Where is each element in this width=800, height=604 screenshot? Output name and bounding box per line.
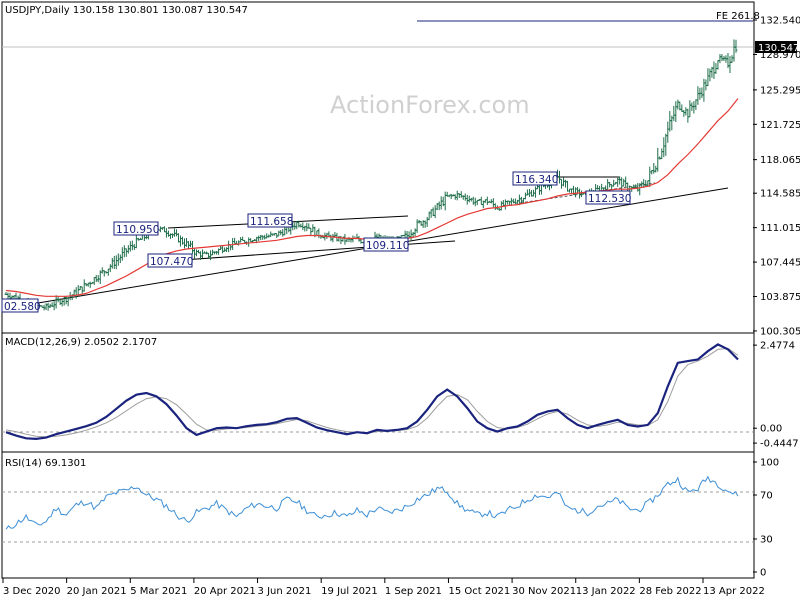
time-tick-label: 3 Dec 2020 bbox=[3, 586, 61, 597]
time-tick-label: 28 Feb 2022 bbox=[639, 586, 701, 597]
macd-header: MACD(12,26,9) 2.0502 2.1707 bbox=[5, 337, 157, 348]
label-low-102-text: 02.580 bbox=[4, 301, 41, 313]
rsi-header: RSI(14) 69.1301 bbox=[5, 458, 86, 469]
label-low-107: 107.470 bbox=[148, 254, 193, 268]
rsi-tick-label: 70 bbox=[760, 491, 773, 502]
time-tick-label: 13 Apr 2022 bbox=[703, 586, 765, 597]
time-tick-label: 20 Jan 2021 bbox=[67, 586, 127, 597]
price-axis: 132.540128.970125.295121.725118.065114.5… bbox=[753, 16, 800, 338]
label-high-111: 111.658 bbox=[248, 214, 293, 228]
rsi-panel-frame bbox=[2, 452, 754, 578]
label-low-109-text: 109.110 bbox=[366, 240, 409, 252]
label-high-116-text: 116.340 bbox=[515, 174, 558, 186]
macd-tick-label: -0.4447 bbox=[760, 439, 799, 450]
time-tick-label: 3 Jun 2021 bbox=[258, 586, 312, 597]
label-low-109: 109.110 bbox=[364, 238, 409, 252]
label-low-113-text: 112.530 bbox=[588, 193, 631, 205]
rsi-tick-label: 0 bbox=[760, 568, 766, 579]
price-tick-label: 132.540 bbox=[760, 16, 800, 27]
macd-axis: 2.4774 0.00 -0.4447 bbox=[753, 341, 799, 450]
time-tick-label: 20 Apr 2021 bbox=[194, 586, 256, 597]
time-tick-label: 30 Nov 2021 bbox=[512, 586, 576, 597]
price-tick-label: 114.585 bbox=[760, 189, 800, 200]
macd-tick-label: 2.4774 bbox=[760, 341, 795, 352]
rsi-tick-label: 30 bbox=[760, 535, 773, 546]
time-tick-label: 15 Oct 2021 bbox=[448, 586, 510, 597]
rsi-tick-label: 100 bbox=[760, 458, 779, 469]
price-tick-label: 107.445 bbox=[760, 258, 800, 269]
time-tick-label: 5 Mar 2021 bbox=[130, 586, 187, 597]
macd-panel-frame bbox=[2, 333, 754, 452]
label-high-110-text: 110.950 bbox=[116, 224, 159, 236]
label-high-116: 116.340 bbox=[513, 172, 558, 186]
label-high-111-text: 111.658 bbox=[250, 216, 293, 228]
price-tick-label: 125.295 bbox=[760, 85, 800, 96]
price-tick-label: 111.015 bbox=[760, 223, 800, 234]
label-low-102: 02.580 bbox=[2, 299, 41, 313]
price-tick-label: 100.305 bbox=[760, 326, 800, 337]
watermark-text: ActionForex.com bbox=[330, 91, 530, 119]
symbol-header: USDJPY,Daily 130.158 130.801 130.087 130… bbox=[5, 5, 248, 16]
time-tick-label: 19 Jul 2021 bbox=[321, 586, 378, 597]
price-tick-label: 103.875 bbox=[760, 292, 800, 303]
time-tick-label: 13 Jan 2022 bbox=[576, 586, 636, 597]
label-high-110: 110.950 bbox=[114, 222, 159, 236]
current-price-marker-text: 130.547 bbox=[758, 43, 799, 54]
macd-tick-label: 0.00 bbox=[760, 424, 782, 435]
rsi-axis: 100 70 30 0 bbox=[753, 458, 779, 579]
label-low-113: 112.530 bbox=[586, 191, 631, 205]
price-tick-label: 121.725 bbox=[760, 120, 800, 131]
time-tick-label: 1 Sep 2021 bbox=[385, 586, 442, 597]
price-tick-label: 118.065 bbox=[760, 155, 800, 166]
label-low-107-text: 107.470 bbox=[150, 256, 193, 268]
price-panel-frame bbox=[2, 2, 754, 333]
